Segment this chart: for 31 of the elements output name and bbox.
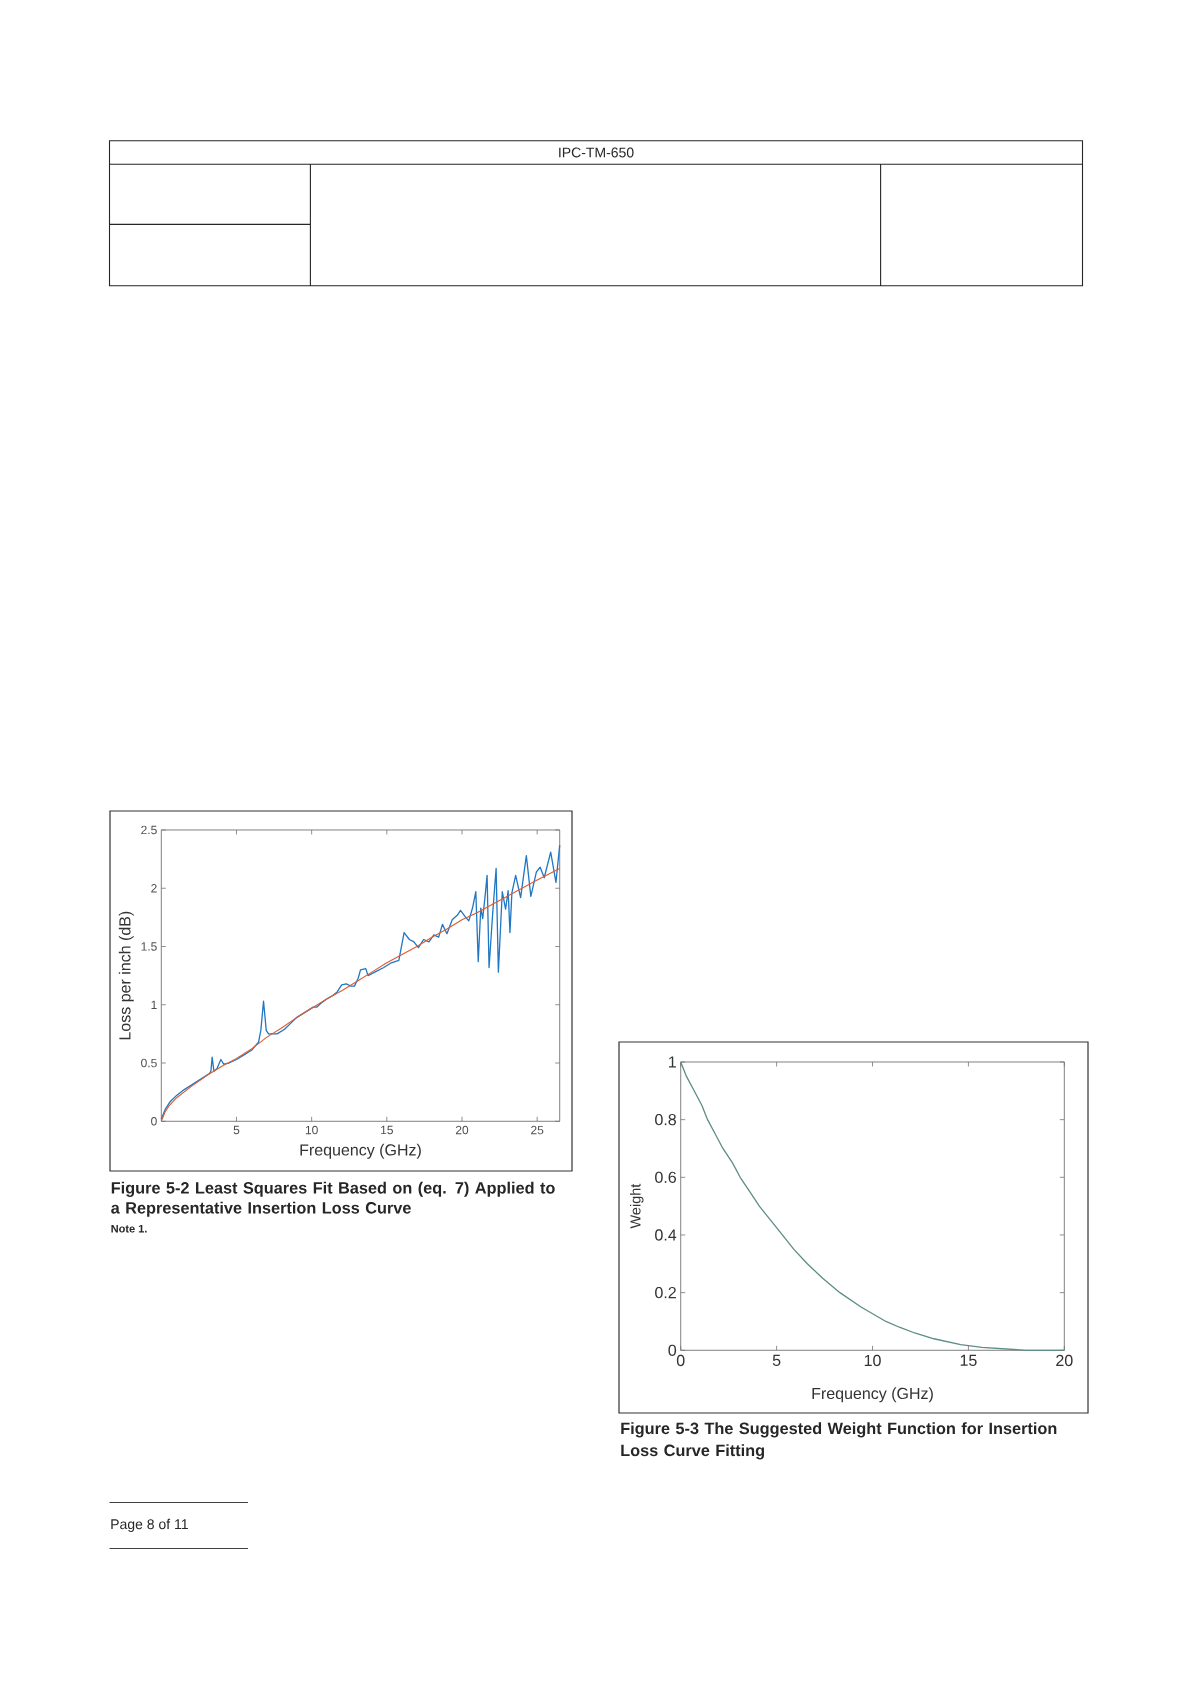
y-tick-label: 1 <box>669 1056 676 1068</box>
x-tick-label: 5 <box>772 1354 781 1366</box>
x-tick-label: 5 <box>233 1125 240 1135</box>
x-axis-title: Frequency (GHz) <box>300 1143 421 1159</box>
text: IPC-TM-650 <box>559 147 634 158</box>
x-tick-label: 15 <box>381 1125 393 1135</box>
text: Note 1. <box>111 1224 147 1233</box>
y-axis-title: Loss per inch (dB) <box>118 911 134 1040</box>
y-tick-label: 0.5 <box>141 1058 157 1068</box>
y-axis-title: Weight <box>629 1183 644 1229</box>
x-tick-label: 20 <box>455 1125 469 1135</box>
y-tick-label: 2 <box>151 884 157 893</box>
y-tick-label: 0.8 <box>655 1113 676 1126</box>
text: Figure 5-3 The Suggested Weight Function for Insertion Loss Curve Fitting <box>621 1422 1057 1460</box>
y-tick-label: 0 <box>668 1344 677 1356</box>
x-axis-title: Frequency (GHz) <box>812 1387 933 1403</box>
text: Page 8 of 11 <box>111 1518 188 1532</box>
x-tick-label: 20 <box>1056 1354 1073 1367</box>
x-tick-label: 25 <box>531 1125 544 1135</box>
x-tick-label: 15 <box>960 1354 977 1366</box>
y-tick-label: 1.5 <box>141 942 157 951</box>
x-tick-label: 10 <box>864 1354 881 1367</box>
x-tick-label: 10 <box>305 1125 318 1135</box>
y-tick-label: 0.6 <box>655 1171 676 1183</box>
y-tick-label: 0.4 <box>655 1229 677 1241</box>
y-tick-label: 1 <box>151 1000 157 1009</box>
text: Figure 5-2 Least Squares Fit Based on (eq. 7) Applied to a Representative Insertion Loss Curve <box>111 1181 555 1217</box>
y-tick-label: 0.2 <box>655 1286 676 1299</box>
y-tick-label: 2.5 <box>141 825 157 835</box>
y-tick-label: 0 <box>151 1117 157 1126</box>
x-tick-label: 0 <box>676 1354 685 1367</box>
